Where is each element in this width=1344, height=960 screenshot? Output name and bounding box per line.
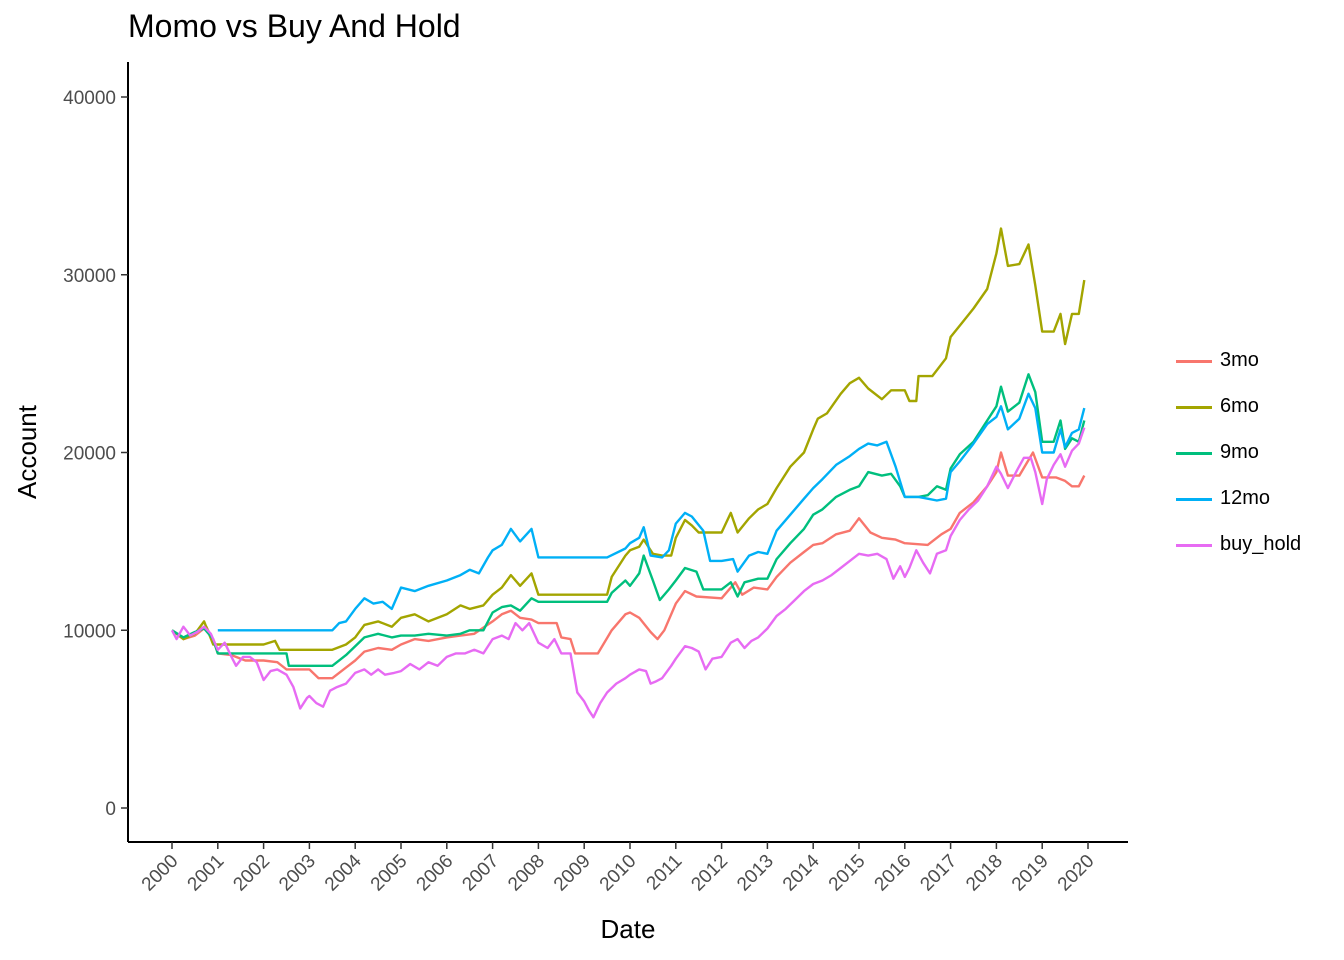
chart-title: Momo vs Buy And Hold bbox=[128, 8, 461, 44]
legend-swatch bbox=[1176, 544, 1212, 547]
x-tick-label: 2002 bbox=[229, 851, 274, 896]
y-tick-label: 0 bbox=[105, 799, 116, 820]
legend-item-3mo: 3mo bbox=[1168, 340, 1338, 386]
legend-item-6mo: 6mo bbox=[1168, 386, 1338, 432]
series-line-9mo bbox=[171, 373, 1086, 667]
series-line-6mo bbox=[171, 227, 1086, 651]
legend-swatch bbox=[1176, 452, 1212, 455]
legend-swatch bbox=[1176, 406, 1212, 409]
x-axis: 2000 2001 2002 2003 2004 2005 2006 2007 2008 2009… bbox=[128, 841, 1128, 896]
x-tick-label: 2008 bbox=[504, 851, 549, 896]
legend-swatch bbox=[1176, 498, 1212, 501]
y-tick-label: 30000 bbox=[63, 266, 116, 287]
legend-label: buy_hold bbox=[1220, 533, 1302, 555]
y-tick-label: 40000 bbox=[63, 88, 116, 109]
legend-item-9mo: 9mo bbox=[1168, 432, 1338, 478]
legend-label: 9mo bbox=[1220, 441, 1259, 463]
x-tick-label: 2019 bbox=[1008, 851, 1053, 896]
legend-label: 12mo bbox=[1220, 487, 1271, 509]
x-tick-label: 2017 bbox=[916, 851, 961, 896]
series-line-12mo bbox=[217, 392, 1086, 632]
x-tick-label: 2000 bbox=[138, 851, 183, 896]
x-tick-label: 2012 bbox=[687, 851, 732, 896]
series-line-3mo bbox=[171, 451, 1086, 680]
x-tick-label: 2018 bbox=[962, 851, 1007, 896]
x-tick-label: 2004 bbox=[321, 850, 366, 895]
x-tick-label: 2005 bbox=[367, 851, 412, 896]
y-axis-title: Account bbox=[12, 404, 42, 499]
x-tick-label: 2009 bbox=[550, 851, 595, 896]
x-tick-label: 2014 bbox=[779, 850, 824, 895]
series-line-buy-hold bbox=[170, 427, 1086, 719]
legend-item-12mo: 12mo bbox=[1168, 478, 1338, 524]
x-tick-label: 2001 bbox=[184, 851, 229, 896]
legend-swatch bbox=[1176, 360, 1212, 363]
y-tick-label: 10000 bbox=[63, 621, 116, 642]
x-axis-title: Date bbox=[601, 914, 656, 944]
x-tick-label: 2010 bbox=[596, 851, 641, 896]
x-tick-label: 2016 bbox=[871, 851, 916, 896]
y-tick-label: 20000 bbox=[63, 444, 116, 465]
x-tick-label: 2015 bbox=[825, 851, 870, 896]
x-tick-label: 2020 bbox=[1054, 851, 1099, 896]
legend-label: 6mo bbox=[1220, 395, 1259, 417]
chart-legend: 3mo 6mo 9mo 12mo buy_hold bbox=[1168, 340, 1338, 570]
x-tick-label: 2011 bbox=[643, 851, 687, 895]
x-tick-label: 2013 bbox=[733, 851, 778, 896]
x-tick-label: 2006 bbox=[413, 851, 458, 896]
series-layer bbox=[170, 227, 1086, 719]
x-tick-label: 2003 bbox=[275, 851, 320, 896]
y-axis: 0 10000 20000 30000 40000 bbox=[63, 62, 129, 842]
legend-label: 3mo bbox=[1220, 349, 1259, 371]
legend-item-buy-hold: buy_hold bbox=[1168, 524, 1338, 570]
x-tick-label: 2007 bbox=[458, 851, 503, 896]
